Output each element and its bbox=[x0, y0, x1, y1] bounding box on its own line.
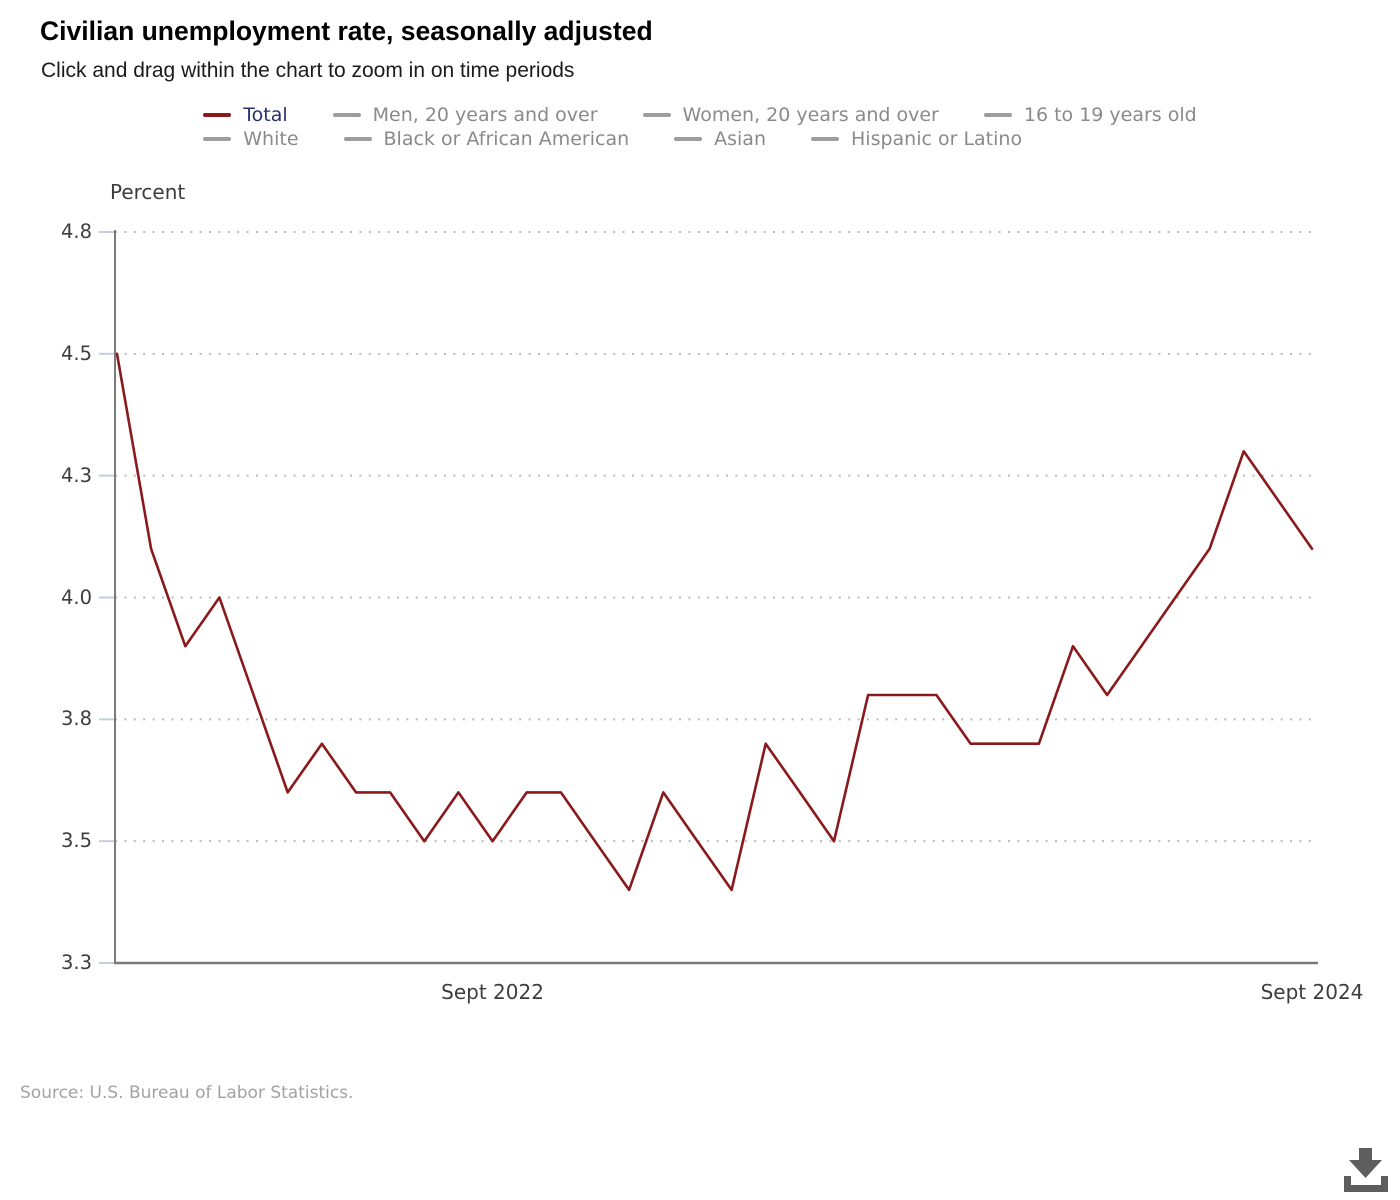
y-tick-label: 4.8 bbox=[60, 220, 92, 243]
legend-label: Total bbox=[243, 104, 288, 126]
legend-item-total[interactable]: Total bbox=[203, 104, 288, 126]
y-tick-label: 4.3 bbox=[60, 463, 92, 487]
legend-item-hispanic-or-latino[interactable]: Hispanic or Latino bbox=[811, 128, 1022, 150]
legend-label: Women, 20 years and over bbox=[682, 104, 939, 126]
y-tick-label: 3.3 bbox=[60, 951, 92, 974]
chart-plot-area[interactable] bbox=[115, 232, 1316, 963]
y-tick-label: 4.5 bbox=[60, 341, 92, 365]
legend-swatch bbox=[203, 137, 232, 141]
y-tick-label: 3.8 bbox=[60, 707, 92, 731]
legend-swatch bbox=[983, 113, 1012, 117]
download-icon bbox=[1344, 1148, 1388, 1192]
legend-swatch bbox=[642, 113, 671, 117]
legend-swatch bbox=[203, 113, 232, 117]
legend-label: White bbox=[243, 128, 299, 150]
series-line-total bbox=[115, 352, 1314, 892]
x-tick-label: Sept 2022 bbox=[441, 980, 544, 1004]
legend-label: Hispanic or Latino bbox=[851, 128, 1023, 150]
y-tick-label: 3.5 bbox=[60, 829, 92, 853]
legend-label: Black or African American bbox=[383, 128, 630, 150]
legend-swatch bbox=[811, 137, 839, 141]
chart-title: Civilian unemployment rate, seasonally a… bbox=[40, 16, 653, 46]
source-note: Source: U.S. Bureau of Labor Statistics. bbox=[20, 1083, 354, 1103]
legend-row: Total Men, 20 years and over Women, 20 yea… bbox=[203, 104, 1197, 126]
x-tick-label: Sept 2024 bbox=[1260, 980, 1364, 1004]
y-tick-label: 4.0 bbox=[60, 585, 92, 609]
legend-swatch bbox=[332, 113, 361, 117]
legend-label: Men, 20 years and over bbox=[372, 104, 598, 126]
legend-item-women-20-years-and-over[interactable]: Women, 20 years and over bbox=[642, 104, 939, 126]
chart-subtitle: Click and drag within the chart to zoom … bbox=[41, 59, 575, 82]
legend-swatch bbox=[674, 137, 703, 141]
legend-item-men-20-years-and-over[interactable]: Men, 20 years and over bbox=[332, 104, 598, 126]
legend-label: Asian bbox=[714, 128, 766, 150]
legend-item-white[interactable]: White bbox=[203, 128, 299, 150]
legend: Total Men, 20 years and over Women, 20 yea… bbox=[0, 103, 1400, 151]
y-axis-title: Percent bbox=[110, 180, 186, 204]
legend-rows: Total Men, 20 years and over Women, 20 yea… bbox=[203, 103, 1197, 151]
legend-item-asian[interactable]: Asian bbox=[674, 128, 766, 150]
download-button[interactable] bbox=[1341, 1147, 1391, 1195]
legend-item-black-or-african-american[interactable]: Black or African American bbox=[343, 128, 630, 150]
legend-row: White Black or African American Asian Hispa… bbox=[203, 128, 1022, 150]
legend-swatch bbox=[343, 137, 372, 141]
legend-label: 16 to 19 years old bbox=[1023, 104, 1197, 126]
legend-item-16-to-19-years-old[interactable]: 16 to 19 years old bbox=[983, 104, 1197, 126]
